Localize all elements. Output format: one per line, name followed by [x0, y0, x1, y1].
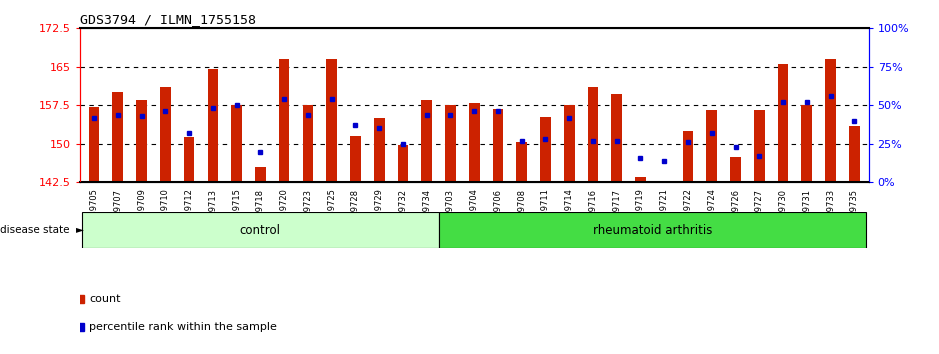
- Bar: [160, 87, 171, 182]
- Text: percentile rank within the sample: percentile rank within the sample: [89, 322, 277, 332]
- Bar: [564, 105, 575, 182]
- Bar: [255, 167, 266, 182]
- Bar: [184, 137, 194, 182]
- Bar: [113, 92, 123, 182]
- Bar: [327, 59, 337, 182]
- Bar: [208, 69, 218, 182]
- Bar: [279, 59, 289, 182]
- Bar: [493, 109, 503, 182]
- Bar: [683, 131, 693, 182]
- Bar: [588, 87, 598, 182]
- Bar: [302, 105, 314, 182]
- Bar: [439, 212, 866, 248]
- Bar: [706, 110, 717, 182]
- Bar: [469, 103, 480, 182]
- Text: GDS3794 / ILMN_1755158: GDS3794 / ILMN_1755158: [80, 13, 255, 26]
- Bar: [397, 145, 408, 182]
- Bar: [422, 100, 432, 182]
- Bar: [516, 142, 527, 182]
- Bar: [731, 157, 741, 182]
- Bar: [777, 64, 789, 182]
- Bar: [825, 59, 836, 182]
- Bar: [540, 117, 551, 182]
- Bar: [445, 105, 455, 182]
- Bar: [83, 212, 439, 248]
- Bar: [802, 105, 812, 182]
- Bar: [611, 93, 622, 182]
- Bar: [136, 100, 146, 182]
- Bar: [635, 177, 646, 182]
- Text: count: count: [89, 294, 121, 304]
- Bar: [849, 126, 860, 182]
- Bar: [350, 136, 361, 182]
- Bar: [374, 118, 384, 182]
- Text: disease state  ►: disease state ►: [0, 225, 84, 235]
- Bar: [754, 110, 764, 182]
- Text: rheumatoid arthritis: rheumatoid arthritis: [593, 224, 712, 236]
- Bar: [88, 107, 100, 182]
- Text: control: control: [239, 224, 281, 236]
- Bar: [231, 105, 242, 182]
